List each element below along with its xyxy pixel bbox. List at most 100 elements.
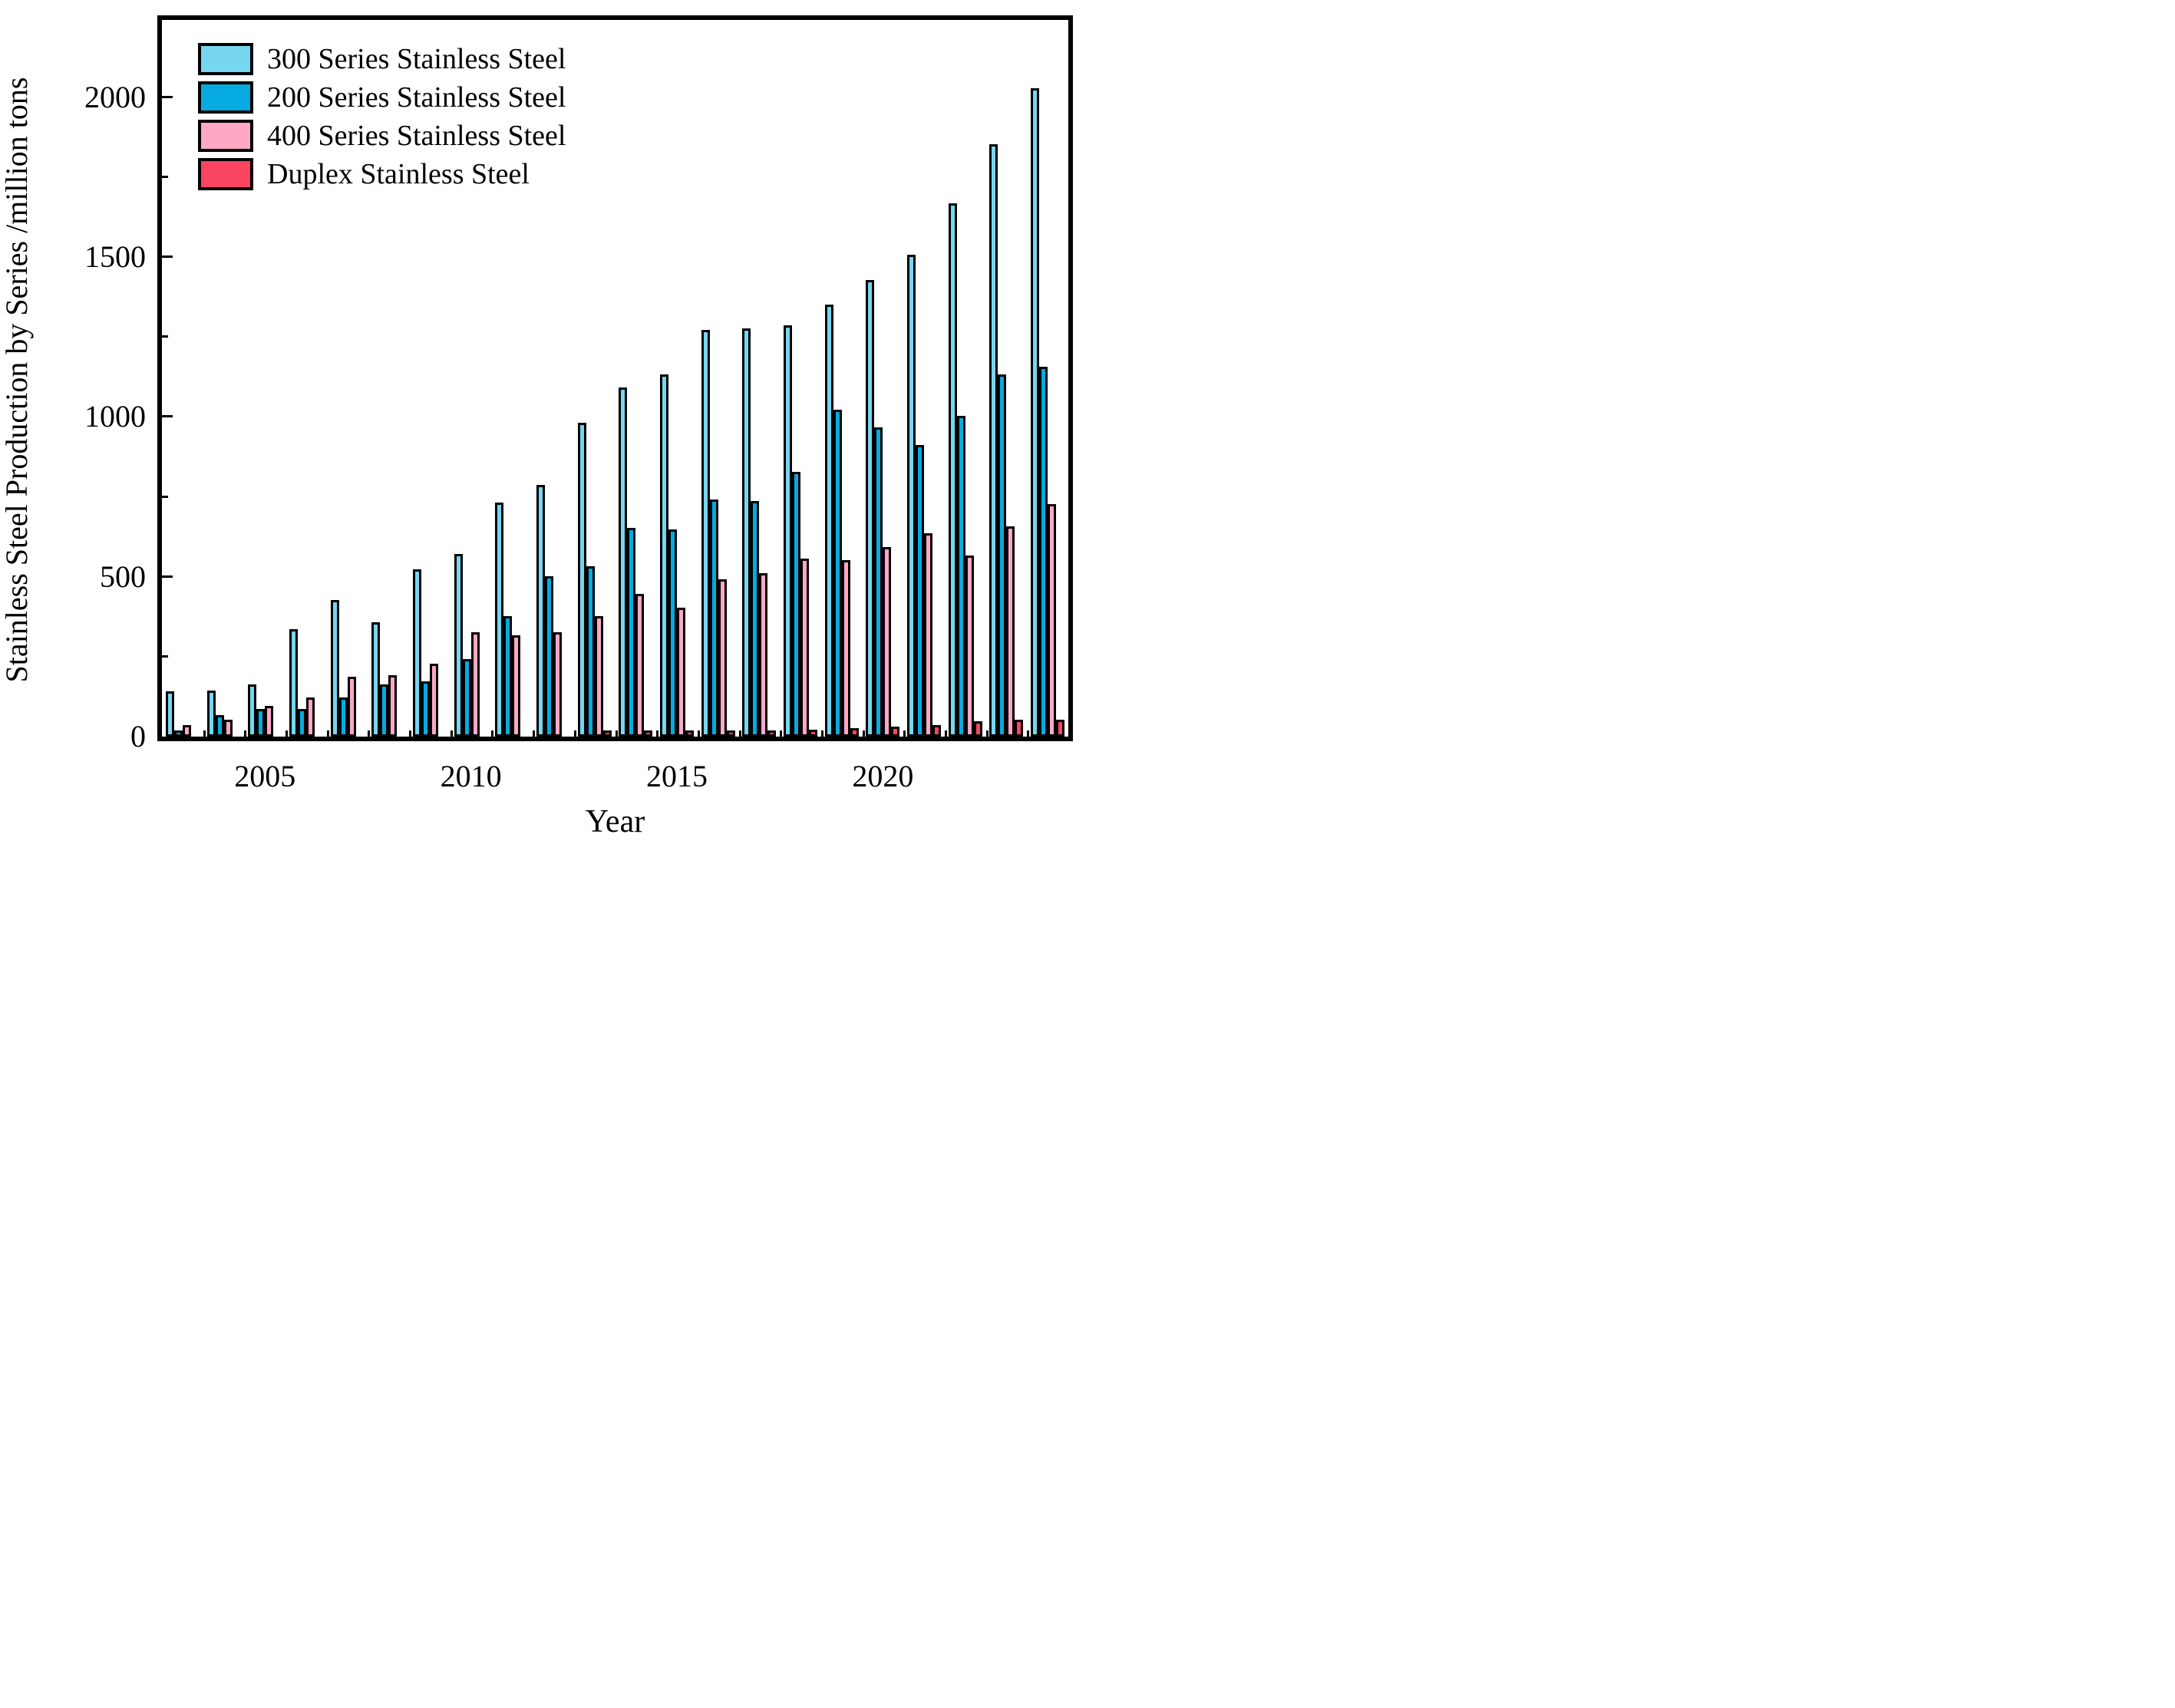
- x-minor-tick-17: [863, 730, 865, 737]
- bar-group-2018: [780, 325, 821, 737]
- bar-300-series-stainless-steel-2014: [619, 387, 628, 737]
- x-minor-tick-18: [903, 730, 906, 737]
- x-minor-tick-11: [616, 730, 618, 737]
- legend-item-duplex-stainless-steel: Duplex Stainless Steel: [198, 158, 566, 190]
- bar-200-series-stainless-steel-2005: [256, 709, 266, 737]
- bar-400-series-stainless-steel-2007: [347, 677, 356, 737]
- bar-group-2012: [533, 485, 574, 737]
- bar-200-series-stainless-steel-2010: [462, 659, 471, 737]
- bar-group-2022: [945, 203, 986, 737]
- bar-duplex-stainless-steel-2023: [1015, 720, 1024, 737]
- bar-group-2003: [162, 691, 203, 737]
- legend-swatch-200-series-stainless-steel: [198, 81, 253, 114]
- y-major-tick-2000: [162, 96, 173, 98]
- bar-200-series-stainless-steel-2021: [916, 445, 925, 737]
- bar-300-series-stainless-steel-2009: [412, 569, 421, 737]
- legend-label-duplex-stainless-steel: Duplex Stainless Steel: [267, 158, 530, 190]
- bar-group-2007: [327, 600, 368, 737]
- x-tick-label-2005: 2005: [234, 759, 296, 793]
- bar-200-series-stainless-steel-2013: [586, 566, 595, 737]
- bar-group-2021: [903, 255, 945, 737]
- bar-duplex-stainless-steel-2015: [685, 730, 694, 737]
- bar-300-series-stainless-steel-2022: [948, 203, 957, 737]
- y-minor-tick-1250: [162, 335, 168, 338]
- bar-group-2017: [739, 328, 781, 737]
- x-minor-tick-6: [409, 730, 411, 737]
- bar-200-series-stainless-steel-2023: [998, 374, 1007, 737]
- x-minor-tick-9: [533, 730, 535, 737]
- bar-300-series-stainless-steel-2010: [454, 554, 463, 737]
- bar-group-2005: [244, 684, 285, 737]
- bar-200-series-stainless-steel-2008: [380, 684, 389, 737]
- bar-300-series-stainless-steel-2005: [248, 684, 257, 737]
- bar-group-2014: [616, 387, 657, 737]
- bar-400-series-stainless-steel-2020: [883, 547, 892, 737]
- bar-300-series-stainless-steel-2017: [742, 328, 751, 737]
- bar-200-series-stainless-steel-2022: [956, 416, 965, 737]
- x-minor-tick-21: [1027, 730, 1029, 737]
- bar-200-series-stainless-steel-2007: [338, 697, 348, 737]
- bar-duplex-stainless-steel-2013: [602, 730, 612, 737]
- bar-400-series-stainless-steel-2023: [1006, 526, 1015, 737]
- x-tick-label-2010: 2010: [440, 759, 502, 793]
- bar-group-2006: [285, 629, 327, 737]
- bar-200-series-stainless-steel-2014: [627, 528, 636, 737]
- legend-swatch-400-series-stainless-steel: [198, 120, 253, 152]
- bar-400-series-stainless-steel-2018: [800, 559, 810, 737]
- bar-400-series-stainless-steel-2016: [718, 579, 727, 737]
- x-tick-label-2015: 2015: [646, 759, 708, 793]
- bar-200-series-stainless-steel-2012: [544, 576, 553, 737]
- bar-300-series-stainless-steel-2020: [866, 280, 875, 737]
- bar-duplex-stainless-steel-2019: [850, 728, 859, 737]
- bar-300-series-stainless-steel-2006: [289, 629, 298, 737]
- x-axis-title: Year: [585, 804, 645, 839]
- y-tick-label-2000: 2000: [84, 80, 146, 114]
- y-tick-label-1000: 1000: [84, 399, 146, 434]
- bar-400-series-stainless-steel-2021: [924, 533, 933, 737]
- bar-duplex-stainless-steel-2022: [973, 721, 982, 737]
- bar-400-series-stainless-steel-2004: [223, 720, 233, 737]
- x-minor-tick-19: [945, 730, 947, 737]
- bar-200-series-stainless-steel-2018: [792, 472, 801, 737]
- y-minor-tick-250: [162, 655, 168, 658]
- bar-400-series-stainless-steel-2014: [635, 594, 645, 737]
- bar-300-series-stainless-steel-2008: [371, 622, 381, 737]
- bar-400-series-stainless-steel-2006: [305, 697, 315, 737]
- bar-group-2011: [491, 503, 533, 737]
- bar-200-series-stainless-steel-2016: [709, 500, 718, 737]
- bar-duplex-stainless-steel-2014: [644, 730, 653, 737]
- bar-group-2004: [203, 691, 245, 737]
- bar-400-series-stainless-steel-2015: [677, 608, 685, 737]
- bar-300-series-stainless-steel-2011: [495, 503, 504, 737]
- legend-label-300-series-stainless-steel: 300 Series Stainless Steel: [267, 43, 566, 75]
- bar-duplex-stainless-steel-2024: [1056, 720, 1065, 737]
- bar-400-series-stainless-steel-2010: [470, 632, 480, 737]
- bar-group-2013: [574, 423, 616, 737]
- bar-200-series-stainless-steel-2020: [874, 427, 883, 737]
- bar-group-2015: [656, 374, 698, 737]
- bar-400-series-stainless-steel-2019: [841, 560, 850, 737]
- bar-400-series-stainless-steel-2012: [553, 632, 562, 737]
- x-minor-tick-15: [780, 730, 782, 737]
- y-minor-tick-750: [162, 496, 168, 498]
- bar-group-2019: [821, 305, 863, 737]
- x-minor-tick-13: [698, 730, 700, 737]
- y-tick-label-0: 0: [130, 719, 146, 753]
- bar-300-series-stainless-steel-2003: [165, 691, 174, 737]
- bar-300-series-stainless-steel-2013: [577, 423, 586, 737]
- legend-item-400-series-stainless-steel: 400 Series Stainless Steel: [198, 120, 566, 152]
- stainless-steel-production-chart: Stainless Steel Production by Series /mi…: [0, 0, 1088, 854]
- y-major-tick-1500: [162, 256, 173, 258]
- bar-duplex-stainless-steel-2020: [891, 727, 900, 737]
- bar-group-2020: [863, 280, 904, 737]
- y-major-tick-1000: [162, 415, 173, 417]
- bar-200-series-stainless-steel-2003: [173, 730, 183, 737]
- legend-label-200-series-stainless-steel: 200 Series Stainless Steel: [267, 81, 566, 114]
- plot-area: [157, 15, 1073, 741]
- bar-300-series-stainless-steel-2024: [1031, 88, 1040, 737]
- bar-300-series-stainless-steel-2012: [536, 485, 545, 737]
- bar-300-series-stainless-steel-2019: [824, 305, 833, 737]
- bar-duplex-stainless-steel-2017: [767, 730, 777, 737]
- bar-400-series-stainless-steel-2013: [594, 616, 603, 737]
- x-minor-tick-4: [327, 730, 329, 737]
